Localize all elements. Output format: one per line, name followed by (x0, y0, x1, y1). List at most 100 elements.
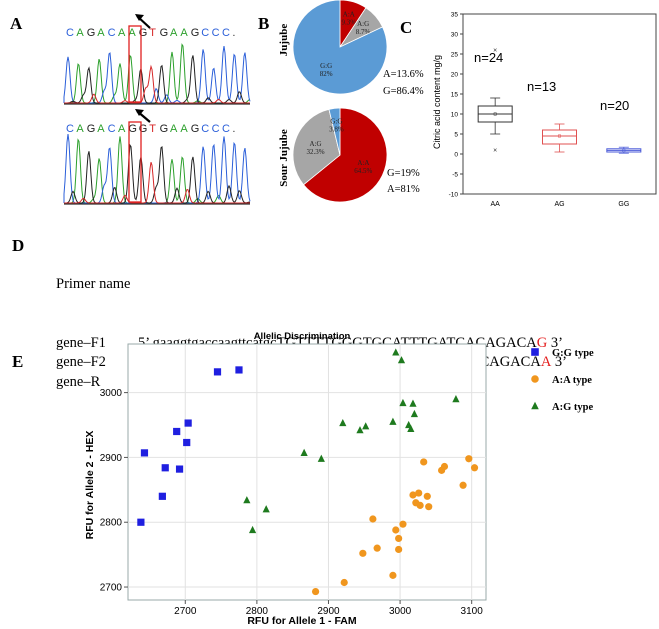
pie-slice-label: A:A (343, 11, 355, 19)
boxplot-ytick: 10 (451, 112, 459, 119)
data-point-aa (311, 587, 320, 596)
sour-freq-a: A=81% (387, 184, 420, 195)
data-point-ag (248, 525, 257, 534)
data-point-gg (235, 366, 243, 374)
pie-slice (292, 0, 388, 95)
scatter-frame (127, 343, 487, 601)
primer-header: Primer name (56, 276, 131, 292)
base-letter: C (108, 27, 116, 39)
box-AA: ×× (477, 48, 513, 155)
legend-label: A:A type (552, 375, 592, 386)
base-letter: G (160, 27, 169, 39)
data-point-gg (161, 464, 169, 472)
data-point-aa (459, 481, 467, 489)
scatter-xtick: 2700 (174, 606, 197, 617)
scatter-xtick: 2900 (317, 606, 340, 617)
data-point-gg (140, 449, 149, 457)
data-point-ag (399, 398, 407, 407)
citric-acid-boxplot: Citric acid content mg/g -10 -5 0 5 10 15 20 25… (432, 12, 657, 208)
pie-slice-label: A:A (357, 159, 369, 167)
snp-highlight-box-top (128, 25, 142, 103)
scatter-ytick: 3000 (100, 388, 123, 399)
base-letter: A (128, 27, 136, 39)
scatter-title: Allelic Discrimination (254, 331, 351, 342)
scatter-legend: G:G type A:A type A:G type (531, 348, 594, 413)
panel-label-a: A (10, 14, 23, 33)
scatter-ytick: 2700 (100, 583, 123, 594)
pie-slice (328, 107, 341, 156)
data-point-aa (389, 571, 397, 579)
data-point-aa (416, 501, 424, 509)
scatter-xtick: 3100 (461, 606, 484, 617)
base-letter: A (76, 27, 84, 39)
base-letter: G (160, 123, 169, 135)
pie-slice-pct: 32.3% (306, 148, 324, 156)
base-letter: C (201, 123, 209, 135)
pie-slice-label: G:G (330, 118, 342, 126)
data-point-aa (395, 534, 403, 543)
data-point-ag (392, 348, 400, 356)
pie-slice-label: A:G (357, 20, 369, 28)
scatter-xlabel: RFU for Allele 1 - FAM (247, 615, 357, 627)
sour-jujube-label: Sour Jujube (278, 129, 290, 187)
base-letter: G (139, 123, 148, 135)
genotype-pie-panel: Jujube Sour Jujube A:A9.3% A:G8.7%G:G82% … (278, 0, 424, 203)
base-letter: T (149, 123, 156, 135)
boxplot-ytick: 0 (454, 152, 458, 159)
base-letter: G (191, 123, 200, 135)
data-point-ag (407, 424, 415, 433)
sour-jujube-pie-chart: A:A64.5% A:G32.3% G:G3.8% (292, 107, 388, 203)
base-letter: G (128, 123, 137, 135)
snp-base: A (540, 354, 552, 370)
base-letter: . (232, 123, 235, 135)
data-point-gg (158, 492, 166, 500)
data-point-gg (531, 348, 539, 356)
scatter-xtick: 2800 (246, 606, 269, 617)
base-letter: C (222, 27, 230, 39)
boxplot-ytick: 5 (454, 132, 458, 139)
base-letter: G (87, 123, 96, 135)
legend-label: G:G type (552, 348, 594, 359)
trace-C (63, 133, 251, 204)
outlier-marker: × (493, 48, 497, 55)
sample-size-label: n=20 (600, 98, 629, 113)
base-letter: C (201, 27, 209, 39)
data-point-ag (356, 426, 364, 434)
data-point-gg (184, 419, 192, 427)
data-point-aa (425, 503, 433, 511)
base-letter: A (180, 123, 188, 135)
scatter-xtick: 3000 (389, 606, 412, 617)
data-point-ag (531, 401, 539, 410)
sample-size-label: n=13 (527, 79, 556, 94)
boxplot-ytick: 30 (451, 32, 459, 39)
boxplot-ytick: 25 (451, 52, 459, 59)
data-point-aa (440, 462, 449, 471)
pie-slice-pct: 9.3% (342, 19, 357, 27)
legend-label: A:G type (552, 402, 593, 413)
jujube-freq-a: A=13.6% (383, 69, 424, 80)
boxplot-ytick: -10 (449, 192, 459, 199)
jujube-freq-g: G=86.4% (383, 86, 424, 97)
pie-slice-pct: 8.7% (356, 28, 371, 36)
jujube-label: Jujube (278, 24, 290, 57)
boxplot-ylabel: Citric acid content mg/g (432, 55, 442, 149)
arrow-icon (135, 14, 151, 29)
boxplot-ytick: 20 (451, 72, 459, 79)
boxplot-frame (462, 13, 657, 195)
data-point-gg (213, 368, 222, 376)
primer-name: gene–F2 (56, 354, 106, 370)
data-point-aa (423, 492, 431, 500)
data-point-gg (183, 438, 191, 447)
allelic-discrimination-plot: Allelic Discrimination RFU for Allele 1 … (84, 331, 594, 627)
box-GG (606, 146, 642, 154)
trace-G (64, 55, 250, 104)
data-point-gg (173, 427, 181, 436)
data-point-aa (465, 455, 473, 463)
data-point-ag (362, 422, 370, 430)
pie-slice-pct: 64.5% (354, 167, 372, 175)
base-letter: C (66, 123, 74, 135)
pie-slice (303, 107, 388, 203)
pie-slice-pct: 3.8% (329, 126, 344, 134)
